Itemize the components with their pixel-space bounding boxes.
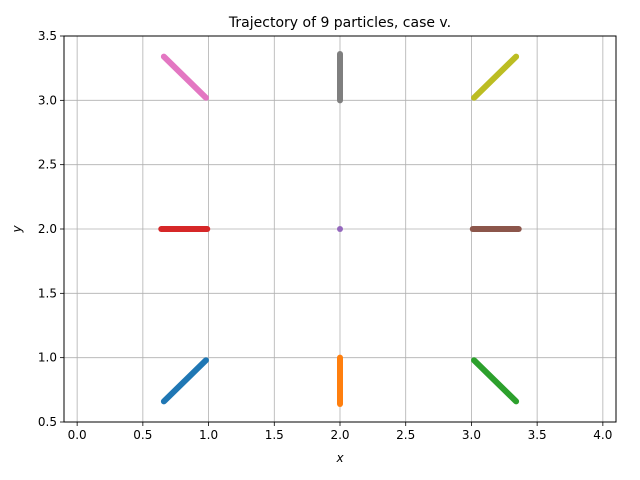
x-tick-label: 3.5 <box>528 428 547 442</box>
x-tick-label: 4.0 <box>593 428 612 442</box>
y-axis-ticks: 0.5 1.0 1.5 2.0 2.5 3.0 3.5 <box>38 29 64 429</box>
x-tick-label: 3.0 <box>462 428 481 442</box>
trajectory-line <box>471 53 520 101</box>
y-tick-label: 2.5 <box>38 158 57 172</box>
trajectory-line <box>471 357 520 405</box>
trajectory-point <box>337 226 343 232</box>
x-tick-label: 1.5 <box>265 428 284 442</box>
y-axis-label: y <box>10 225 24 234</box>
x-tick-label: 0.5 <box>133 428 152 442</box>
y-tick-label: 3.0 <box>38 93 57 107</box>
trajectory-line <box>160 53 209 101</box>
chart-title: Trajectory of 9 particles, case v. <box>228 15 451 31</box>
x-tick-label: 0.0 <box>68 428 87 442</box>
series-group <box>158 51 522 407</box>
x-tick-label: 2.5 <box>396 428 415 442</box>
y-tick-label: 0.5 <box>38 415 57 429</box>
trajectory-line <box>160 357 209 405</box>
y-tick-label: 2.0 <box>38 222 57 236</box>
x-tick-label: 1.0 <box>199 428 218 442</box>
y-tick-label: 3.5 <box>38 29 57 43</box>
x-axis-ticks: 0.0 0.5 1.0 1.5 2.0 2.5 3.0 3.5 4.0 <box>68 422 612 442</box>
x-tick-label: 2.0 <box>330 428 349 442</box>
x-axis-label: x <box>335 451 344 465</box>
y-tick-label: 1.5 <box>38 286 57 300</box>
y-tick-label: 1.0 <box>38 351 57 365</box>
